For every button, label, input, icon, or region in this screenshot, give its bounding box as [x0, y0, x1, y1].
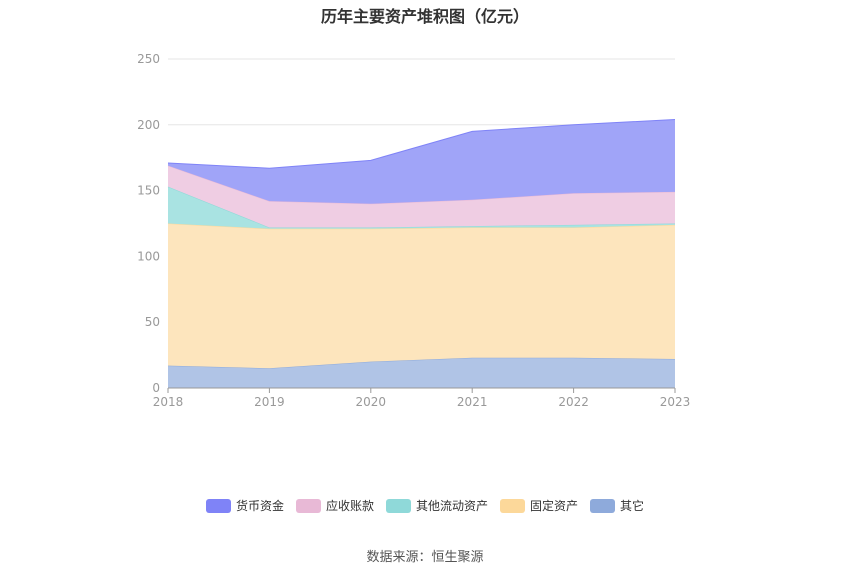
area-line-4: [167, 119, 676, 169]
legend-swatch-receivables: [295, 498, 321, 513]
legend-label: 货币资金: [235, 499, 284, 513]
legend-swatch-fixed-assets: [500, 498, 525, 513]
area-series-4: [168, 119, 675, 204]
legend-label: 应收账款: [325, 499, 374, 513]
x-tick-label: 2020: [356, 395, 387, 409]
legend-label: 固定资产: [530, 499, 579, 513]
legend-item-other-current[interactable]: 其他流动资产: [385, 497, 488, 514]
data-source: 数据来源：恒生聚源: [366, 550, 484, 565]
legend-item-fixed-assets[interactable]: 固定资产: [500, 497, 578, 514]
legend-swatch-other-current: [385, 498, 411, 513]
legend-label: 其他流动资产: [415, 499, 488, 513]
area-series-3: [168, 165, 675, 228]
y-tick-label: 0: [152, 381, 160, 395]
legend: 货币资金 应收账款 其他流动资产 固定资产 其它: [0, 497, 850, 514]
legend-swatch-cash: [205, 498, 231, 513]
area-series-0: [168, 357, 675, 388]
y-tick-label: 150: [137, 184, 160, 198]
y-tick-label: 250: [137, 52, 160, 66]
legend-item-receivables[interactable]: 应收账款: [295, 497, 374, 514]
chart-title: 历年主要资产堆积图（亿元）: [320, 7, 529, 26]
x-tick-label: 2021: [457, 395, 488, 409]
legend-item-cash[interactable]: 货币资金: [205, 497, 284, 514]
x-tick-label: 2023: [660, 395, 691, 409]
x-tick-label: 2019: [254, 395, 285, 409]
x-tick-label: 2018: [153, 395, 184, 409]
legend-label: 其它: [620, 499, 645, 513]
y-tick-label: 50: [145, 315, 160, 329]
x-tick-label: 2022: [558, 395, 589, 409]
legend-item-other[interactable]: 其它: [590, 497, 644, 514]
area-series-1: [168, 223, 675, 369]
legend-swatch-other: [590, 498, 616, 513]
y-tick-label: 200: [137, 118, 160, 132]
y-tick-label: 100: [137, 249, 160, 263]
